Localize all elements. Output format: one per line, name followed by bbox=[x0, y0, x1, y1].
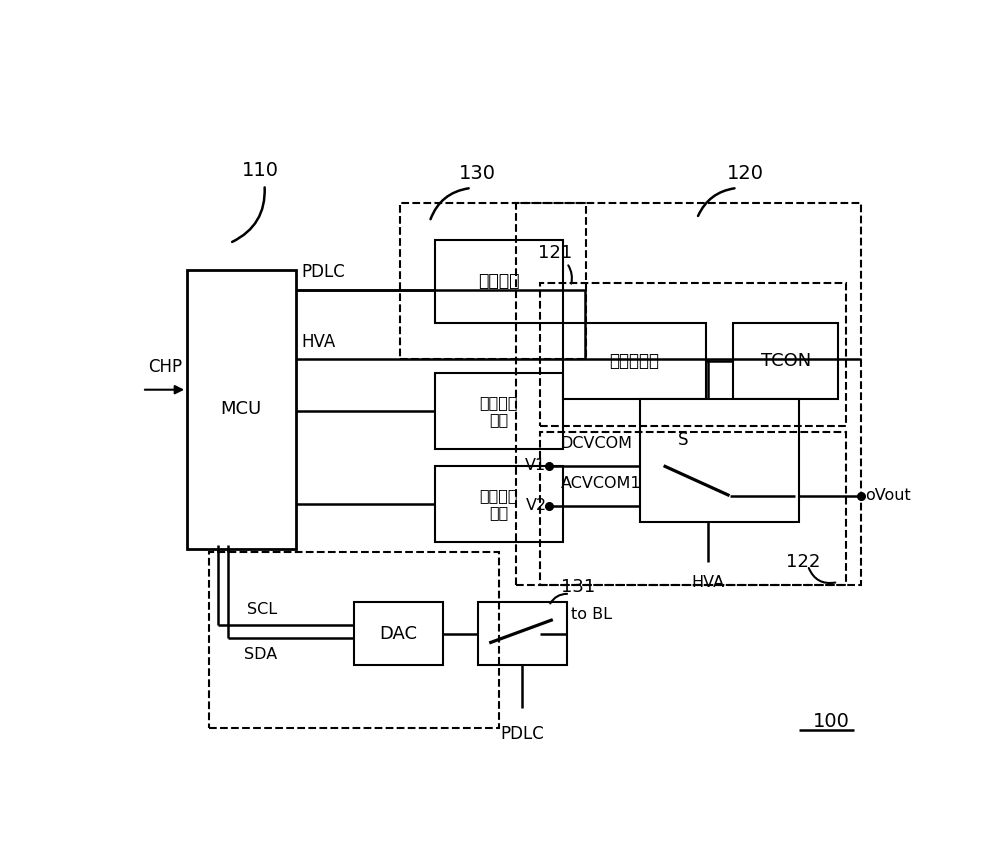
FancyArrowPatch shape bbox=[550, 594, 567, 603]
Text: SCL: SCL bbox=[247, 602, 278, 617]
Text: PDLC: PDLC bbox=[500, 725, 544, 743]
Text: TCON: TCON bbox=[761, 352, 811, 370]
FancyBboxPatch shape bbox=[187, 270, 296, 549]
Text: 131: 131 bbox=[561, 578, 596, 596]
Text: to BL: to BL bbox=[571, 607, 612, 621]
FancyBboxPatch shape bbox=[478, 602, 567, 665]
Text: 100: 100 bbox=[813, 712, 850, 731]
Text: 130: 130 bbox=[459, 164, 496, 183]
FancyBboxPatch shape bbox=[435, 373, 563, 449]
Text: V1: V1 bbox=[525, 458, 547, 473]
FancyArrowPatch shape bbox=[698, 188, 734, 216]
Text: CHP: CHP bbox=[148, 358, 182, 376]
Text: MCU: MCU bbox=[221, 400, 262, 419]
Text: 执行单元: 执行单元 bbox=[478, 273, 520, 290]
Text: HVA: HVA bbox=[302, 333, 336, 350]
Text: HVA: HVA bbox=[692, 576, 725, 590]
Text: 122: 122 bbox=[786, 553, 820, 571]
FancyArrowPatch shape bbox=[809, 568, 835, 583]
Text: oVout: oVout bbox=[865, 488, 911, 503]
FancyBboxPatch shape bbox=[435, 466, 563, 542]
FancyBboxPatch shape bbox=[435, 240, 563, 323]
Text: PDLC: PDLC bbox=[302, 263, 345, 281]
Text: DAC: DAC bbox=[379, 625, 417, 643]
Text: 121: 121 bbox=[538, 244, 572, 262]
Text: 120: 120 bbox=[726, 164, 764, 183]
FancyBboxPatch shape bbox=[563, 323, 706, 400]
Text: 第二供电
单元: 第二供电 单元 bbox=[480, 488, 518, 520]
FancyArrowPatch shape bbox=[232, 187, 265, 242]
FancyArrowPatch shape bbox=[431, 188, 469, 219]
Text: V2: V2 bbox=[525, 498, 547, 513]
Text: 第一供电
单元: 第一供电 单元 bbox=[480, 394, 518, 427]
Text: ACVCOM1: ACVCOM1 bbox=[561, 476, 641, 491]
Text: 电平转换器: 电平转换器 bbox=[610, 352, 660, 370]
FancyArrowPatch shape bbox=[568, 265, 572, 284]
Text: SDA: SDA bbox=[244, 647, 277, 662]
FancyBboxPatch shape bbox=[733, 323, 838, 400]
FancyBboxPatch shape bbox=[354, 602, 443, 665]
Text: DCVCOM: DCVCOM bbox=[561, 436, 633, 451]
Text: 110: 110 bbox=[242, 161, 279, 180]
Text: S: S bbox=[678, 432, 688, 450]
FancyBboxPatch shape bbox=[640, 400, 799, 522]
